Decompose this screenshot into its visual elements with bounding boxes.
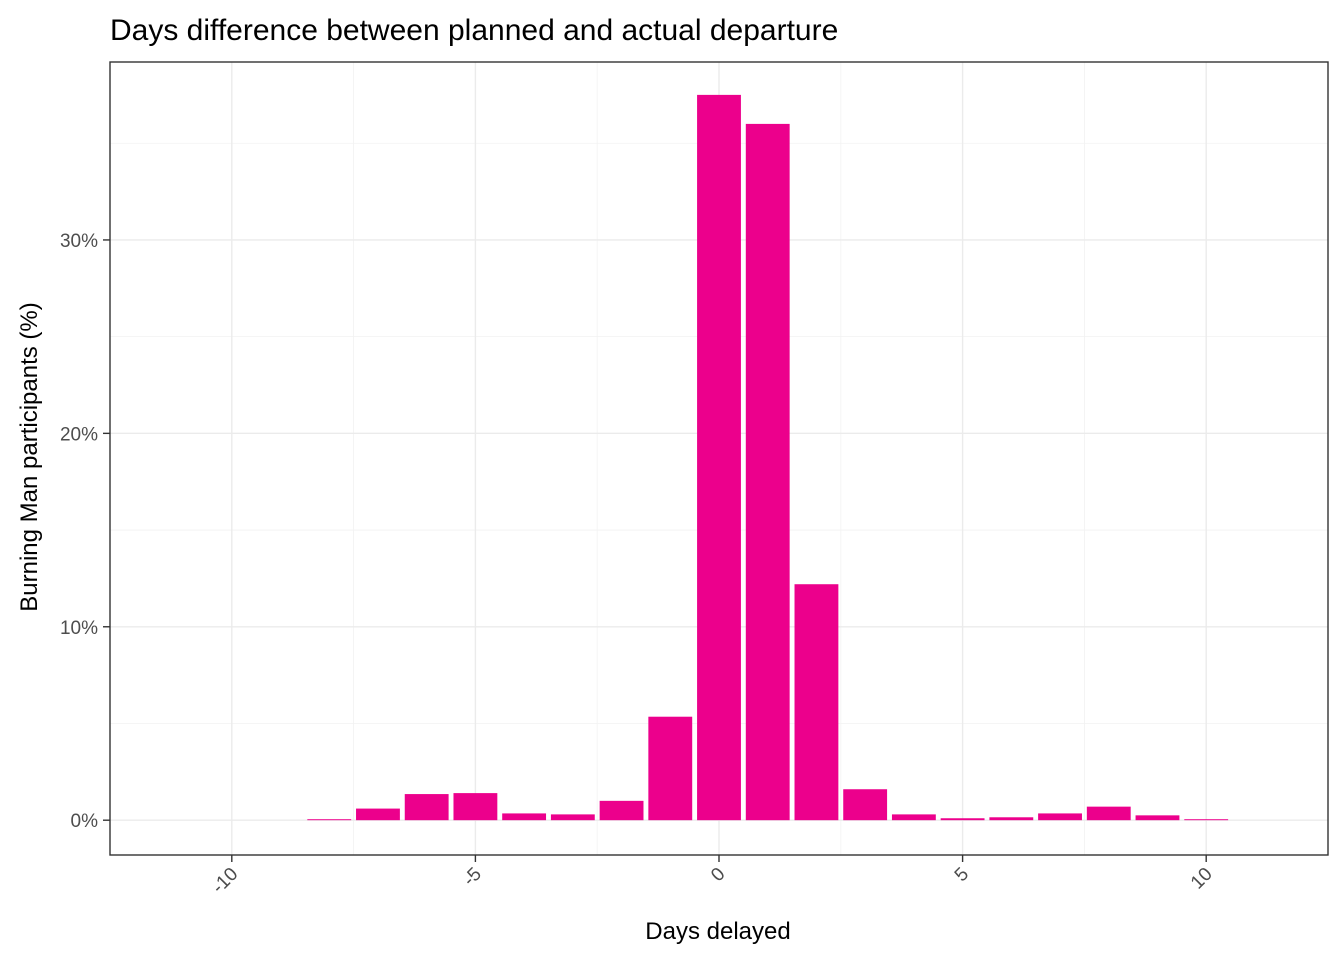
- y-axis-title: Burning Man participants (%): [16, 302, 43, 611]
- x-tick-label: 5: [951, 864, 973, 886]
- bar: [502, 813, 547, 821]
- bar: [794, 584, 839, 821]
- chart-title: Days difference between planned and actu…: [110, 14, 838, 47]
- bar: [648, 716, 693, 821]
- bar: [404, 794, 449, 821]
- bar: [307, 819, 352, 821]
- y-tick-label: 10%: [60, 618, 98, 639]
- x-tick-label: 0: [707, 864, 729, 886]
- bar: [1038, 813, 1082, 821]
- x-tick-label: 10: [1187, 864, 1217, 894]
- bar: [599, 800, 644, 821]
- x-axis-title: Days delayed: [645, 918, 790, 945]
- y-tick-label: 0%: [71, 811, 99, 832]
- y-tick-label: 20%: [60, 424, 98, 445]
- bar: [989, 817, 1034, 821]
- bar: [1184, 819, 1229, 821]
- bar: [1086, 806, 1131, 821]
- x-tick-label: -10: [208, 864, 242, 898]
- bars: [307, 94, 1229, 821]
- bar: [550, 814, 595, 821]
- bar: [891, 814, 936, 821]
- bar: [745, 123, 790, 821]
- bar: [1135, 815, 1180, 821]
- x-tick-label: -5: [459, 864, 486, 891]
- y-tick-label: 30%: [60, 231, 98, 252]
- bar: [843, 789, 888, 821]
- y-axis: 0% 10% 20% 30%: [60, 231, 110, 832]
- bar: [356, 808, 400, 821]
- x-axis: -10 -5 0 5 10: [208, 855, 1217, 898]
- bar: [697, 94, 741, 821]
- bar: [940, 818, 985, 821]
- bar: [453, 793, 498, 821]
- plot-panel: [109, 61, 1329, 856]
